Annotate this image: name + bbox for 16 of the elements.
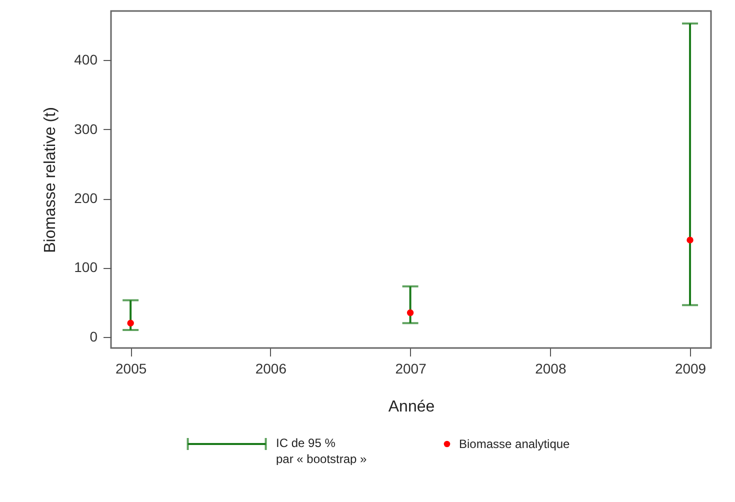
- y-tick-label: 300: [74, 120, 98, 137]
- x-tick-label: 2006: [255, 360, 287, 376]
- y-tick-label: 400: [74, 52, 98, 68]
- y-tick-label: 200: [74, 190, 98, 206]
- x-tick-label: 2009: [674, 360, 706, 376]
- point: [406, 309, 414, 316]
- y-tick-label: 100: [74, 259, 98, 276]
- x-axis-title: Année: [388, 398, 435, 416]
- y-axis-title: Biomasse relative (t): [42, 107, 60, 253]
- y-tick-label: 0: [90, 328, 98, 344]
- x-tick-label: 2008: [535, 360, 566, 376]
- x-tick-label: 2005: [116, 360, 147, 376]
- legend-label: Biomasse analytique: [459, 437, 570, 451]
- x-tick-label: 2007: [395, 360, 427, 376]
- point: [686, 236, 694, 244]
- point: [127, 320, 134, 326]
